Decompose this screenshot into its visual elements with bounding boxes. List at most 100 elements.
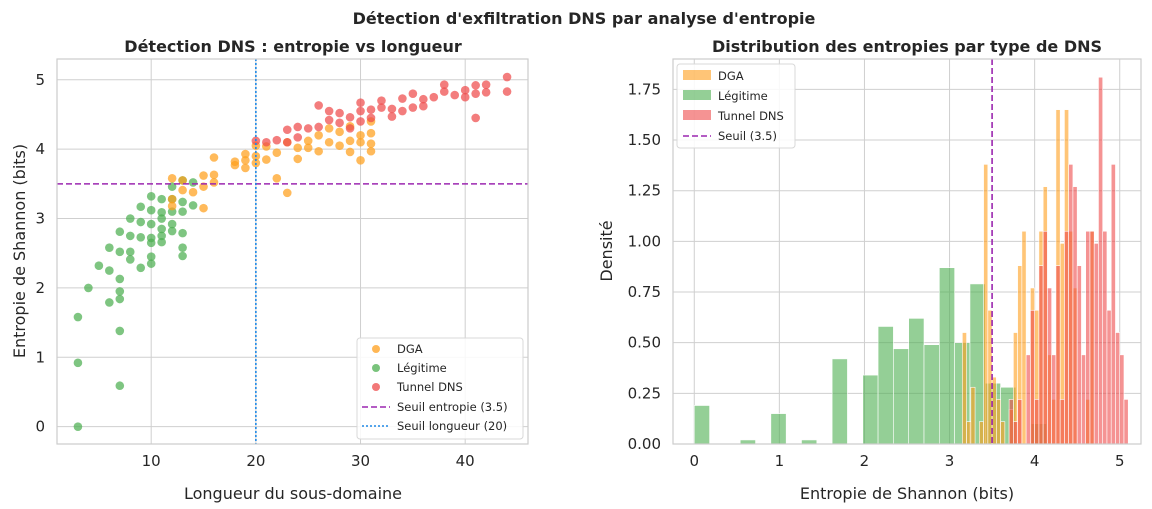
scatter-point-legit [115,294,125,304]
histogram-bar-dga [962,332,967,445]
scatter-point-legit [136,217,146,227]
scatter-point-legit [115,287,125,296]
legend-marker-legit [372,364,380,372]
histogram-ytick-label: 1.50 [628,131,661,149]
scatter-point-legit [84,283,93,293]
scatter-point-legit [178,207,187,216]
scatter-point-legit [115,227,125,237]
scatter-point-dga [272,174,282,183]
figure-suptitle: Détection d'exfiltration DNS par analyse… [353,9,816,28]
scatter-point-legit [146,252,156,262]
histogram-xtick-label: 5 [1115,452,1125,470]
scatter-point-tunnel [377,103,386,112]
scatter-point-legit [105,298,114,307]
scatter-point-tunnel [439,80,449,89]
scatter-point-legit [167,226,177,236]
legend-label-tunnel: Tunnel DNS [396,380,463,394]
scatter-point-dga [314,131,323,140]
scatter-ytick-label: 5 [35,71,45,89]
scatter-point-legit [125,231,135,241]
scatter-point-tunnel [502,72,512,82]
scatter-point-legit [178,243,187,252]
scatter-point-dga [345,136,355,146]
scatter-point-dga [356,131,365,140]
scatter-point-dga [241,155,250,165]
hlegend-patch-dga [683,70,711,80]
scatter-point-legit [115,274,125,284]
scatter-point-tunnel [460,85,470,95]
histogram-bar-tunnel [1123,399,1129,445]
scatter-point-dga [335,141,344,151]
histogram-bar-tunnel [1085,230,1091,445]
hlegend-label-legit: Légitime [718,89,768,103]
scatter-point-tunnel [356,98,365,108]
legend-marker-tunnel [372,383,380,391]
scatter-point-legit [188,178,198,187]
histogram-bar-dga [966,421,972,445]
histogram-bar-tunnel [1076,265,1082,445]
histogram-bar-dga [1021,230,1027,445]
scatter-point-tunnel [429,92,439,102]
scatter-point-legit [125,255,135,264]
scatter-point-legit [105,266,114,275]
scatter-point-legit [146,192,156,201]
histogram-bar-tunnel [1008,399,1014,445]
scatter-title: Détection DNS : entropie vs longueur [124,37,462,56]
histogram-bar-tunnel [1034,399,1040,445]
scatter-point-dga [366,128,376,138]
scatter-point-dga [345,147,355,157]
scatter-xtick-label: 20 [246,452,265,470]
scatter-point-dga [356,155,365,165]
histogram-bar-tunnel [1025,354,1031,445]
scatter-point-tunnel [335,108,344,118]
scatter-ytick-label: 3 [35,210,45,228]
histogram-ylabel: Densité [597,220,616,281]
scatter-point-dga [230,157,240,166]
histogram-ytick-label: 1.00 [628,232,661,250]
histogram-ytick-label: 0.25 [628,384,661,402]
scatter-point-legit [157,208,166,217]
scatter-point-tunnel [460,92,470,102]
histogram-bar-tunnel [1102,230,1108,445]
histogram-bar-legit [862,374,879,445]
scatter-point-dga [303,143,313,153]
scatter-point-tunnel [324,115,334,125]
hlegend-label-dga: DGA [718,69,744,83]
scatter-point-legit [115,381,125,391]
scatter-point-tunnel [398,94,407,103]
histogram-frame [672,58,1142,445]
scatter-point-tunnel [419,94,428,104]
scatter-point-dga [282,188,292,198]
scatter-point-tunnel [262,137,271,147]
histogram-bar-tunnel [1119,354,1125,445]
histogram-bar-tunnel [1047,287,1052,445]
histogram-bar-tunnel [1059,399,1065,445]
scatter-point-dga [178,176,187,185]
histogram-bar-legit [831,358,848,445]
histogram-xtick-label: 0 [689,452,699,470]
scatter-point-dga [324,137,334,147]
scatter-point-tunnel [502,87,512,96]
histogram-bar-tunnel [1013,421,1018,445]
scatter-point-tunnel [356,117,365,126]
scatter-point-legit [157,224,166,234]
scatter-point-dga [366,146,376,156]
histogram-bar-dga [970,386,976,445]
scatter-point-dga [272,148,282,157]
histogram-bar-tunnel [1115,332,1121,445]
histogram-bar-legit [923,344,940,445]
histogram-chart: Distribution des entropies par type de D… [597,37,1142,503]
scatter-point-legit [188,201,198,210]
scatter-point-legit [73,358,83,368]
scatter-point-dga [241,163,250,173]
scatter-point-tunnel [481,80,491,89]
histogram-bar-tunnel [1038,265,1044,445]
scatter-ticks: 10 20 30 40 0 1 2 3 4 5 [35,71,474,470]
scatter-point-legit [136,263,146,273]
scatter-point-tunnel [471,113,480,123]
scatter-point-tunnel [335,118,344,128]
scatter-point-legit [115,247,125,257]
scatter-point-legit [157,237,166,247]
scatter-point-tunnel [282,125,292,135]
scatter-point-dga [366,139,376,148]
